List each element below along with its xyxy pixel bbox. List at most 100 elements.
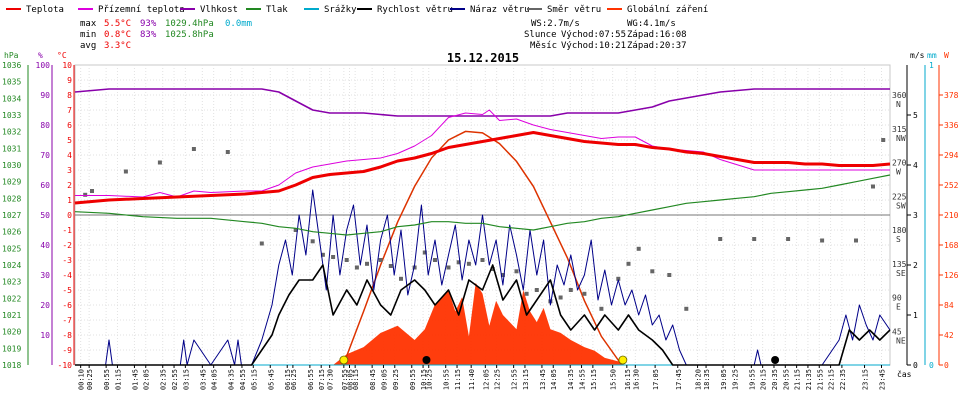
radiation-tick: 294 bbox=[944, 151, 959, 160]
humidity-tick: 70 bbox=[40, 151, 50, 160]
temperature-tick: 2 bbox=[67, 181, 72, 190]
x-tick-label: 17:45 bbox=[675, 369, 683, 390]
direction-name: NW bbox=[896, 134, 906, 143]
wind-direction-point bbox=[344, 258, 349, 262]
y-axes: hPa% °C1036103510341033103210311030102910… bbox=[2, 51, 959, 370]
wind-direction-point bbox=[616, 276, 621, 281]
pressure-tick: 1019 bbox=[2, 344, 21, 353]
x-tick-label: 12:05 bbox=[482, 369, 490, 390]
humidity-tick: 100 bbox=[36, 61, 51, 70]
wind-direction-point bbox=[191, 147, 196, 151]
humidity-tick: 60 bbox=[40, 181, 50, 190]
stats-max-temp: 5.5°C bbox=[104, 19, 131, 29]
temperature-tick: -10 bbox=[58, 361, 73, 370]
speed-tick: 4 bbox=[913, 161, 918, 170]
x-tick-label: 05:45 bbox=[267, 369, 275, 390]
pressure-tick: 1030 bbox=[2, 161, 21, 170]
humidity-tick: 50 bbox=[40, 211, 50, 220]
wind-direction-point bbox=[684, 306, 689, 311]
x-tick-label: 03:45 bbox=[199, 369, 207, 390]
x-axis: 00:10 00:25 00:55 01:15 01:45 02:05 02:35 02:55… bbox=[78, 365, 912, 390]
x-tick-label: 21:55 bbox=[816, 369, 824, 390]
radiation-tick: 336 bbox=[944, 121, 959, 130]
direction-name: SW bbox=[896, 201, 906, 210]
temperature-axis-label: °C bbox=[57, 51, 67, 60]
stats-avg-label: avg bbox=[80, 41, 96, 51]
stats-min-temp: 0.8°C bbox=[104, 30, 131, 40]
x-tick-label: 17:05 bbox=[652, 369, 660, 390]
temperature-tick: 6 bbox=[67, 121, 72, 130]
humidity-tick: 20 bbox=[40, 301, 50, 310]
wind-direction-point bbox=[293, 228, 298, 232]
chart-title: 15.12.2015 bbox=[447, 51, 519, 65]
wind-direction-point bbox=[626, 261, 631, 266]
humidity-tick: 10 bbox=[40, 331, 50, 340]
x-tick-label: 06:25 bbox=[290, 369, 298, 390]
wind-direction-point bbox=[636, 246, 641, 251]
temperature-tick: -5 bbox=[62, 286, 72, 295]
x-tick-label: 23:45 bbox=[879, 369, 887, 390]
x-tick-label: 15:15 bbox=[590, 369, 598, 390]
x-tick-label: 09:05 bbox=[380, 369, 388, 390]
x-tick-label: 11:15 bbox=[454, 369, 462, 390]
x-tick-label: 21:15 bbox=[794, 369, 802, 390]
pressure-tick: 1032 bbox=[2, 128, 21, 137]
pressure-tick: 1027 bbox=[2, 211, 21, 220]
humidity-line bbox=[74, 88, 890, 117]
temperature-tick: -4 bbox=[62, 271, 72, 280]
legend-label: Rychlost větru bbox=[377, 5, 453, 15]
legend-label: Směr větru bbox=[547, 5, 601, 15]
legend-label: Teplota bbox=[26, 5, 64, 15]
plot-area bbox=[74, 64, 891, 366]
sun-set: Západ:16:08 bbox=[627, 30, 687, 40]
x-tick-label: 01:15 bbox=[114, 369, 122, 390]
radiation-tick: 168 bbox=[944, 241, 959, 250]
temperature-tick: 0 bbox=[67, 211, 72, 220]
wind-direction-point bbox=[524, 291, 529, 296]
x-tick-label: 05:15 bbox=[250, 369, 258, 390]
wind-direction-point bbox=[412, 265, 417, 270]
direction-tick: 360 bbox=[892, 91, 907, 100]
x-tick-label: 20:35 bbox=[771, 369, 779, 390]
x-tick-label: 06:15 bbox=[284, 369, 292, 390]
x-tick-label: 15:50 bbox=[610, 369, 618, 390]
pressure-tick: 1018 bbox=[2, 361, 21, 370]
radiation-tick: 252 bbox=[944, 181, 959, 190]
x-tick-label: 02:55 bbox=[171, 369, 179, 390]
radiation-axis-label: W bbox=[944, 51, 949, 60]
stats-max-hum: 93% bbox=[140, 19, 157, 29]
radiation-tick: 210 bbox=[944, 211, 959, 220]
stats-max-label: max bbox=[80, 19, 97, 29]
stats-block: max 5.5°C 93% 1029.4hPa 0.0mm min 0.8°C … bbox=[80, 19, 252, 51]
wind-direction-point bbox=[225, 150, 230, 154]
x-tick-label: 18:20 bbox=[695, 369, 703, 390]
moon-rise: Východ:10:21 bbox=[561, 41, 626, 51]
direction-name: W bbox=[896, 168, 901, 177]
direction-name: S bbox=[896, 235, 901, 244]
wind-wg: WG:4.1m/s bbox=[627, 19, 676, 29]
direction-name: E bbox=[896, 303, 901, 312]
wind-direction-point bbox=[871, 184, 875, 189]
x-tick-label: 01:45 bbox=[131, 369, 139, 390]
x-tick-label: 13:45 bbox=[539, 369, 547, 390]
x-tick-label: 07:15 bbox=[318, 369, 326, 390]
x-tick-label: 19:55 bbox=[748, 369, 756, 390]
temperature-tick: -6 bbox=[62, 301, 72, 310]
sun-rise: Východ:07:55 bbox=[561, 30, 626, 40]
pressure-tick: 1031 bbox=[2, 144, 21, 153]
legend-label: Vlhkost bbox=[200, 5, 238, 15]
wind-direction-point bbox=[490, 267, 495, 271]
temperature-tick: -9 bbox=[62, 346, 72, 355]
pressure-tick: 1029 bbox=[2, 178, 21, 187]
x-tick-label: 21:35 bbox=[805, 369, 813, 390]
wind-direction-point bbox=[388, 264, 393, 268]
speed-tick: 2 bbox=[913, 261, 918, 270]
x-tick-label: 07:55 bbox=[341, 369, 349, 390]
x-tick-label: 08:05 bbox=[346, 369, 354, 390]
x-tick-label: 16:15 bbox=[624, 369, 632, 390]
radiation-tick: 126 bbox=[944, 271, 959, 280]
wind-direction-point bbox=[718, 237, 723, 241]
wind-direction-point bbox=[514, 269, 519, 274]
pressure-axis-label: hPa bbox=[4, 51, 19, 60]
